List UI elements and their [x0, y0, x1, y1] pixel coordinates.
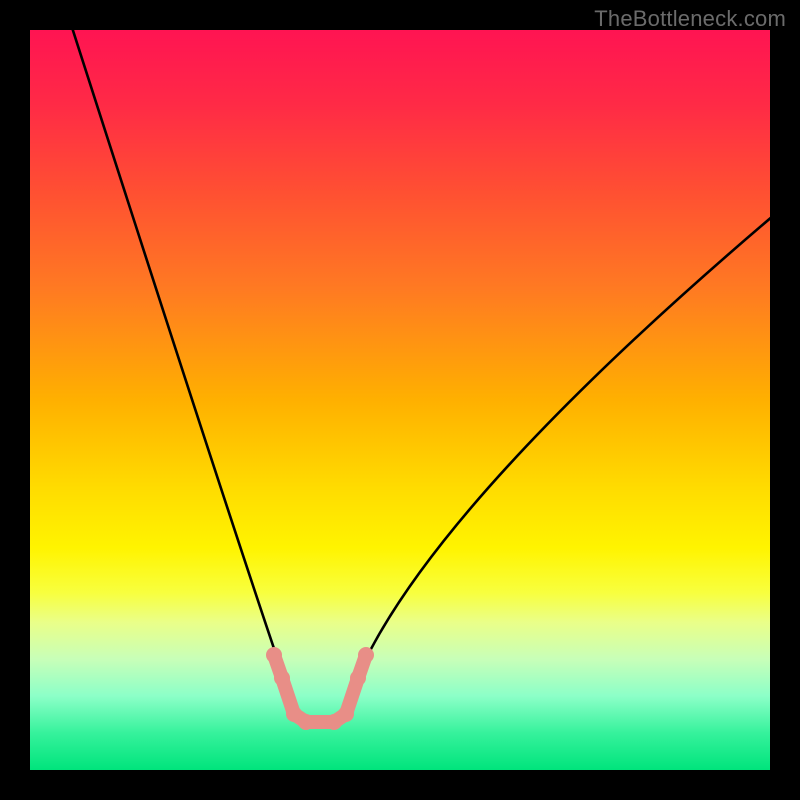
bottleneck-chart: [0, 0, 800, 800]
marker-band-node: [266, 647, 282, 663]
marker-band-node: [274, 670, 290, 686]
watermark-text: TheBottleneck.com: [594, 6, 786, 32]
marker-band-node: [338, 706, 354, 722]
marker-band-node: [350, 670, 366, 686]
chart-background: [30, 30, 770, 770]
marker-band-node: [358, 647, 374, 663]
chart-svg: [0, 0, 800, 800]
marker-band-node: [298, 714, 314, 730]
